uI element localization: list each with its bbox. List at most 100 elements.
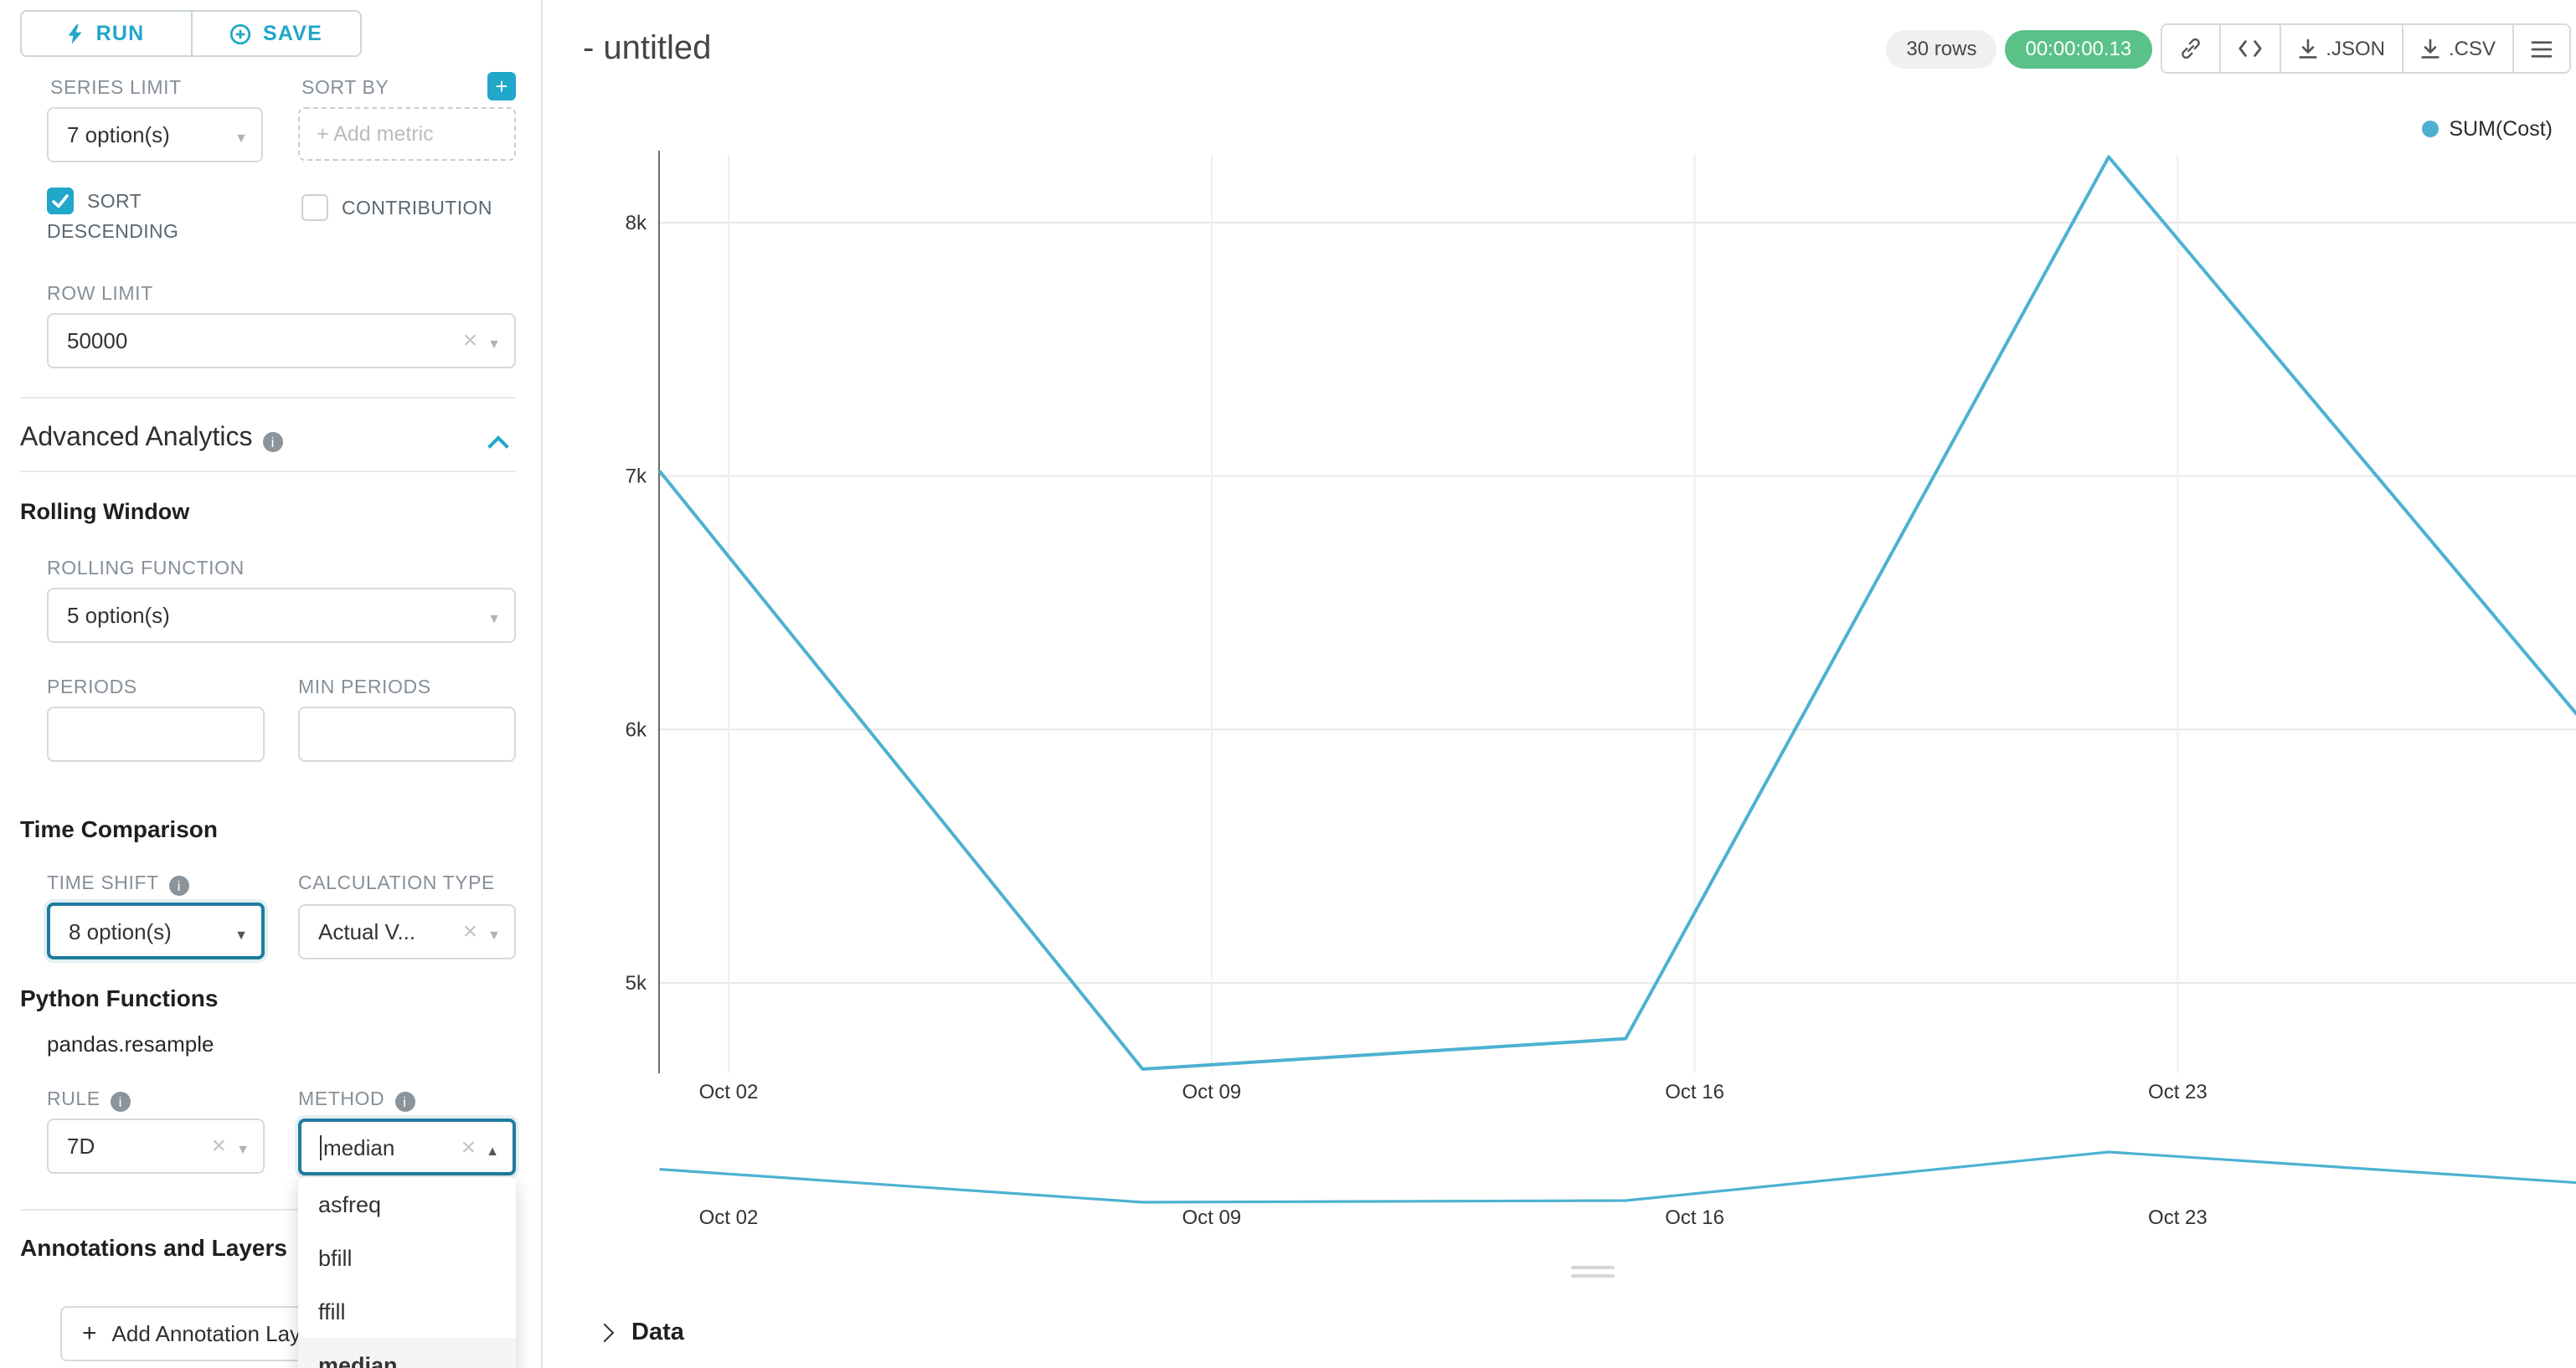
svg-text:Oct 23: Oct 23	[2148, 1206, 2208, 1229]
row-limit-value: 50000	[67, 328, 128, 353]
contribution-checkbox-field[interactable]: CONTRIBUTION	[301, 194, 516, 224]
svg-text:Oct 02: Oct 02	[699, 1206, 759, 1229]
lightning-icon	[69, 23, 83, 44]
run-button[interactable]: RUN	[22, 12, 190, 55]
query-timer-badge: 00:00:00.13	[2005, 29, 2152, 68]
method-combobox[interactable]: median	[298, 1119, 516, 1175]
chevron-down-icon	[234, 124, 248, 146]
chevron-up-icon	[486, 1136, 499, 1158]
svg-text:8k: 8k	[626, 212, 647, 234]
sort-by-add-metric-box[interactable]: + Add metric	[298, 107, 516, 161]
more-options-button[interactable]	[2512, 25, 2569, 72]
svg-text:Oct 02: Oct 02	[699, 1081, 759, 1103]
min-periods-label: MIN PERIODS	[298, 678, 431, 698]
time-shift-select[interactable]: 8 option(s)	[47, 903, 265, 959]
save-button-label: SAVE	[262, 22, 322, 45]
clear-icon[interactable]	[463, 919, 478, 944]
info-circle-icon[interactable]	[394, 1092, 415, 1112]
save-button[interactable]: SAVE	[190, 12, 360, 55]
chevron-down-icon	[236, 1135, 250, 1157]
rolling-window-title: Rolling Window	[20, 499, 190, 524]
rule-select[interactable]: 7D	[47, 1119, 265, 1174]
method-option-asfreq[interactable]: asfreq	[298, 1177, 516, 1231]
svg-text:6k: 6k	[626, 718, 647, 741]
sort-by-label: SORT BY	[301, 79, 389, 99]
chart-title[interactable]: - untitled	[583, 29, 712, 66]
advanced-analytics-header[interactable]: Advanced Analytics	[20, 424, 283, 454]
calculation-type-select[interactable]: Actual V...	[298, 904, 516, 959]
json-button-label: .JSON	[2326, 37, 2385, 60]
plus-icon	[82, 1321, 97, 1346]
info-circle-icon[interactable]	[262, 432, 283, 452]
data-panel-toggle[interactable]: Data	[543, 1298, 2576, 1368]
legend-dot-icon	[2422, 121, 2439, 137]
copy-link-button[interactable]	[2161, 25, 2219, 72]
method-option-bfill[interactable]: bfill	[298, 1231, 516, 1284]
run-save-button-group: RUN SAVE	[20, 10, 362, 57]
row-limit-select[interactable]: 50000	[47, 313, 516, 368]
method-option-ffill[interactable]: ffill	[298, 1284, 516, 1338]
chevron-down-icon	[487, 921, 501, 943]
sort-descending-label: SORT DESCENDING	[47, 193, 179, 243]
checkbox-checked-icon[interactable]	[47, 188, 74, 214]
clear-icon[interactable]	[461, 1134, 477, 1160]
svg-text:Oct 23: Oct 23	[2148, 1081, 2208, 1103]
periods-label: PERIODS	[47, 678, 137, 698]
plus-circle-icon	[229, 23, 251, 44]
row-limit-label: ROW LIMIT	[47, 285, 153, 305]
annotations-layers-title: Annotations and Layers	[20, 1234, 287, 1261]
add-annotation-label: Add Annotation Layer	[111, 1321, 321, 1346]
rule-label: RULE	[47, 1090, 131, 1112]
calculation-type-label: CALCULATION TYPE	[298, 874, 495, 894]
chevron-right-icon	[595, 1323, 615, 1343]
legend-label: SUM(Cost)	[2449, 117, 2553, 141]
link-icon	[2181, 38, 2200, 59]
csv-button-label: .CSV	[2448, 37, 2496, 60]
method-option-median[interactable]: median	[298, 1338, 516, 1368]
export-json-button[interactable]: .JSON	[2279, 25, 2402, 72]
header-controls: 30 rows 00:00:00.13 .JSON .CSV	[1886, 23, 2571, 74]
clear-icon[interactable]	[212, 1134, 227, 1159]
data-panel-title: Data	[631, 1319, 684, 1346]
clear-icon[interactable]	[463, 328, 478, 353]
download-icon	[2298, 38, 2316, 58]
divider	[20, 1209, 516, 1211]
control-panel-sidebar: RUN SAVE SERIES LIMIT SORT BY 7 option(s…	[0, 0, 543, 1368]
pandas-resample-label: pandas.resample	[47, 1031, 214, 1057]
chevron-down-icon	[487, 330, 501, 352]
periods-input[interactable]	[47, 707, 265, 762]
method-dropdown-menu: asfreq bfill ffill median	[298, 1177, 516, 1368]
contribution-label: CONTRIBUTION	[342, 199, 492, 219]
chevron-down-icon	[234, 920, 248, 942]
min-periods-input[interactable]	[298, 707, 516, 762]
time-comparison-title: Time Comparison	[20, 815, 218, 842]
text-cursor	[320, 1134, 322, 1160]
info-circle-icon[interactable]	[110, 1092, 131, 1112]
checkbox-unchecked-icon[interactable]	[301, 194, 328, 221]
rolling-function-value: 5 option(s)	[67, 603, 170, 628]
export-csv-button[interactable]: .CSV	[2401, 25, 2512, 72]
svg-text:Oct 09: Oct 09	[1182, 1206, 1241, 1229]
svg-text:Oct 16: Oct 16	[1665, 1206, 1724, 1229]
divider	[20, 397, 516, 399]
svg-text:Oct 09: Oct 09	[1182, 1081, 1241, 1103]
rolling-function-label: ROLLING FUNCTION	[47, 559, 245, 579]
embed-code-button[interactable]	[2218, 25, 2280, 72]
legend-item-sum-cost[interactable]: SUM(Cost)	[2422, 117, 2553, 141]
svg-text:7k: 7k	[626, 465, 647, 488]
method-value: median	[323, 1134, 395, 1160]
panel-resize-handle[interactable]	[1571, 1266, 1615, 1283]
sort-descending-checkbox-field[interactable]: SORT DESCENDING	[47, 188, 228, 248]
add-sort-metric-button[interactable]	[487, 72, 516, 100]
time-shift-label: TIME SHIFT	[47, 874, 189, 896]
line-chart[interactable]: 5k 6k 7k 8k Oct 02 Oct 02 Oct 09 Oct 09 Oct 16 Oc…	[543, 0, 2576, 1247]
series-limit-select[interactable]: 7 option(s)	[47, 107, 263, 162]
info-circle-icon[interactable]	[168, 876, 189, 896]
python-functions-title: Python Functions	[20, 985, 219, 1011]
download-icon	[2421, 38, 2439, 58]
code-icon	[2238, 40, 2261, 57]
run-button-label: RUN	[95, 22, 145, 45]
chevron-up-icon[interactable]	[487, 435, 509, 457]
rolling-function-select[interactable]: 5 option(s)	[47, 588, 516, 643]
